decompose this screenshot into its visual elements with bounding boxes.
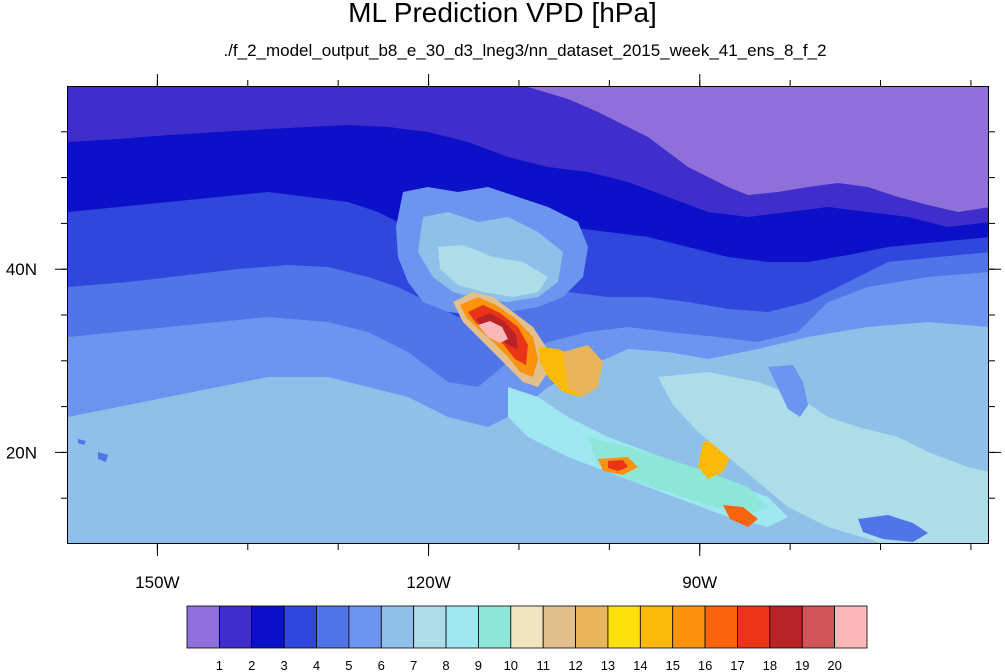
colorbar-label: 12 xyxy=(568,658,582,672)
mexico-red-patch xyxy=(608,460,628,471)
colorbar-label: 20 xyxy=(827,658,841,672)
southwest-pink-core xyxy=(478,321,508,343)
colorbar-swatch xyxy=(639,605,674,649)
colorbar-label: 3 xyxy=(281,658,288,672)
colorbar-swatch xyxy=(542,605,576,649)
colorbar-label: 17 xyxy=(730,658,744,672)
florida-land xyxy=(768,365,808,417)
colorbar-swatch xyxy=(413,605,447,649)
colorbar-swatch xyxy=(218,605,253,649)
colorbar-swatch xyxy=(478,605,512,649)
colorbar-label: 13 xyxy=(601,658,615,672)
y-tick-label: 20N xyxy=(6,443,37,462)
central-america-orange xyxy=(723,505,758,527)
colorbar-swatch xyxy=(316,605,350,649)
colorbar-swatch xyxy=(251,605,285,649)
colorbar-swatch xyxy=(510,605,544,649)
colorbar-swatch xyxy=(607,605,641,649)
figure-title: ML Prediction VPD [hPa] xyxy=(348,0,657,28)
colorbar-label: 16 xyxy=(698,658,712,672)
colorbar-swatch xyxy=(445,605,479,649)
colorbar-swatch xyxy=(704,605,738,649)
sonora-warm xyxy=(563,345,603,397)
interior-west-cyan xyxy=(438,245,548,297)
colorbar-label: 19 xyxy=(795,658,809,672)
colorbar-swatch xyxy=(283,605,317,649)
colorbar-swatch xyxy=(672,605,706,649)
figure-subtitle: ./f_2_model_output_b8_e_30_d3_lneg3/nn_d… xyxy=(223,41,827,60)
x-tick-label: 120W xyxy=(406,573,450,592)
colorbar-label: 8 xyxy=(442,658,449,672)
colorbar-swatch xyxy=(348,605,382,649)
x-tick-label: 150W xyxy=(135,573,179,592)
colorbar-label: 11 xyxy=(536,658,550,672)
colorbar-label: 14 xyxy=(633,658,647,672)
colorbar-swatch xyxy=(575,605,609,649)
colorbar-swatch xyxy=(834,605,868,649)
hawaii-islands xyxy=(78,439,108,462)
colorbar-swatch xyxy=(801,605,836,649)
colorbar-swatch xyxy=(737,605,771,649)
gulf-light xyxy=(658,372,988,543)
colorbar-label: 9 xyxy=(475,658,482,672)
colorbar-swatch xyxy=(769,605,803,649)
y-tick-label: 40N xyxy=(6,260,37,279)
colorbar-label: 6 xyxy=(378,658,385,672)
colorbar-label: 1 xyxy=(216,658,223,672)
mexico-teal-band xyxy=(588,437,768,515)
colorbar-swatch xyxy=(380,605,415,649)
colorbar-swatch xyxy=(186,605,220,649)
colorbar-label: 15 xyxy=(665,658,679,672)
vpd-contour-map xyxy=(68,87,988,543)
colorbar-label: 18 xyxy=(763,658,777,672)
x-tick-label: 90W xyxy=(682,573,717,592)
map-plot-area xyxy=(67,86,989,544)
caribbean-islands xyxy=(858,515,928,542)
contour-band-1 xyxy=(528,87,988,212)
colorbar-label: 10 xyxy=(504,658,518,672)
colorbar-label: 4 xyxy=(313,658,320,672)
colorbar-label: 7 xyxy=(410,658,417,672)
colorbar-label: 5 xyxy=(345,658,352,672)
colorbar-label: 2 xyxy=(248,658,255,672)
